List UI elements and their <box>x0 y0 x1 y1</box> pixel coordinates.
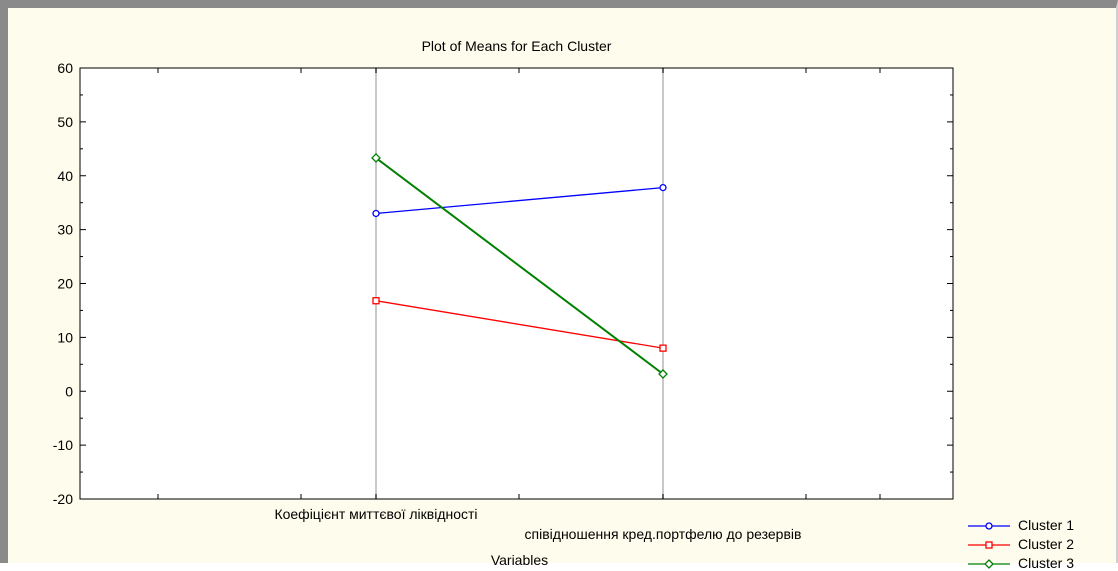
chart-title: Plot of Means for Each Cluster <box>422 38 612 54</box>
y-tick-label: 30 <box>57 222 73 238</box>
y-tick-label: 50 <box>57 114 73 130</box>
y-tick-label: 40 <box>57 168 73 184</box>
data-series <box>371 153 668 379</box>
series-cluster-3 <box>371 153 668 379</box>
series-line <box>375 186 664 215</box>
legend-marker <box>985 522 993 530</box>
series-line <box>375 157 664 375</box>
y-tick-label: -10 <box>53 437 73 453</box>
data-point <box>371 153 381 163</box>
x-category-label: Коефіцієнт миттєвої ліквідності <box>274 506 477 522</box>
data-point <box>372 209 380 218</box>
data-point <box>659 183 667 192</box>
y-tick-label: -20 <box>53 491 73 507</box>
legend-marker <box>984 559 994 569</box>
y-tick-label: 60 <box>57 60 73 76</box>
y-tick-label: 0 <box>65 383 73 399</box>
x-category-label: співідношення кред.портфелю до резервів <box>525 526 802 542</box>
x-axis-label: Variables <box>491 552 548 568</box>
gridlines <box>375 68 664 499</box>
legend-item-cluster-3: Cluster 3 <box>968 555 1074 571</box>
series-cluster-1 <box>372 183 667 218</box>
legend-marker <box>985 541 993 549</box>
legend-item-cluster-2: Cluster 2 <box>968 536 1074 552</box>
cluster-means-chart: Plot of Means for Each Cluster -20 -10 0 10… <box>53 38 1074 571</box>
y-tick-label: 10 <box>57 329 73 345</box>
x-axis-tick-labels: Коефіцієнт миттєвої ліквідності співіднош… <box>274 506 801 542</box>
data-point <box>658 369 668 379</box>
plot-area <box>80 68 953 499</box>
legend-label: Cluster 3 <box>1018 555 1074 571</box>
y-axis-tick-labels: -20 -10 0 10 20 30 40 50 60 <box>53 60 73 507</box>
legend-item-cluster-1: Cluster 1 <box>968 517 1074 533</box>
series-cluster-2 <box>372 297 667 352</box>
data-point <box>659 344 667 352</box>
y-tick-label: 20 <box>57 276 73 292</box>
legend-label: Cluster 1 <box>1018 517 1074 533</box>
series-line <box>375 300 664 349</box>
data-point <box>372 297 380 305</box>
legend-label: Cluster 2 <box>1018 536 1074 552</box>
plot-border <box>79 67 954 500</box>
